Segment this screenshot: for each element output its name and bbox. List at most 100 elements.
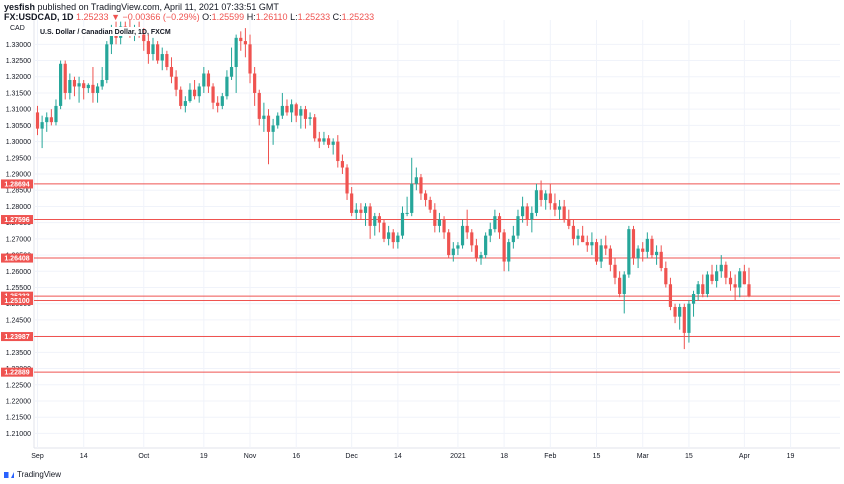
candle-body-down bbox=[49, 117, 53, 123]
level-label: 1.23987 bbox=[4, 334, 29, 341]
candle-body-up bbox=[299, 109, 303, 116]
candle-body-up bbox=[687, 303, 691, 333]
candle-body-down bbox=[382, 222, 386, 239]
candle-body-down bbox=[608, 248, 612, 265]
candle-body-down bbox=[266, 115, 271, 132]
candle-body-down bbox=[724, 264, 728, 278]
candle-body-down bbox=[502, 232, 506, 262]
candle-body-up bbox=[627, 229, 631, 275]
candle-body-up bbox=[331, 141, 335, 145]
candle-body-down bbox=[253, 73, 257, 93]
last-price: 1.25233 bbox=[76, 12, 109, 22]
y-tick-label: 1.28000 bbox=[6, 204, 31, 211]
candle-body-down bbox=[165, 54, 169, 68]
candle-body-down bbox=[581, 235, 585, 243]
candle-body-up bbox=[77, 83, 81, 87]
candle-body-up bbox=[576, 235, 580, 239]
candle-body-up bbox=[387, 232, 391, 239]
candle-body-down bbox=[428, 199, 432, 210]
candle-body-down bbox=[63, 63, 67, 93]
x-tick-label: Sep bbox=[31, 453, 44, 460]
x-tick-label: 19 bbox=[787, 453, 795, 460]
candle-body-down bbox=[474, 245, 478, 259]
candle-body-down bbox=[613, 264, 617, 278]
y-tick-label: 1.25500 bbox=[6, 285, 31, 292]
x-tick-label: Mar bbox=[637, 453, 650, 460]
candle-body-down bbox=[710, 274, 714, 282]
candle-body-up bbox=[202, 73, 206, 87]
candle-body-down bbox=[156, 44, 160, 61]
candle-body-down bbox=[571, 225, 576, 239]
candle-body-down bbox=[340, 161, 345, 168]
x-tick-label: 15 bbox=[685, 453, 693, 460]
candle-body-up bbox=[354, 209, 358, 213]
candle-body-down bbox=[650, 238, 654, 256]
x-tick-label: Nov bbox=[244, 453, 257, 460]
candle-body-down bbox=[585, 242, 589, 246]
level-label-box bbox=[1, 253, 33, 263]
candle-body-up bbox=[654, 251, 659, 256]
currency-unit-label: CAD bbox=[10, 25, 25, 32]
candle-body-down bbox=[728, 277, 733, 285]
y-tick-label: 1.32500 bbox=[6, 58, 31, 65]
candle-body-down bbox=[359, 209, 363, 213]
candle-body-up bbox=[479, 255, 483, 259]
candle-body-up bbox=[696, 284, 700, 294]
candle-body-up bbox=[534, 190, 539, 213]
time-axis: Sep 14 Oct 19 Nov 16 Dec 14 2021 18 Feb 15 Mar 15 Apr 1… bbox=[31, 453, 794, 460]
candle-body-down bbox=[470, 232, 474, 246]
footer-brand[interactable]: TradingView bbox=[4, 470, 61, 479]
author-name[interactable]: yesfish bbox=[4, 2, 36, 12]
candle-body-up bbox=[460, 225, 465, 246]
candle-body-down bbox=[350, 193, 354, 213]
candle-body-up bbox=[493, 216, 497, 230]
candle-body-up bbox=[234, 37, 238, 68]
candles-series bbox=[35, 20, 751, 350]
candle-body-down bbox=[548, 193, 552, 204]
chart-title: U.S. Dollar / Canadian Dollar, 1D, FXCM bbox=[40, 29, 171, 36]
level-label: 1.26408 bbox=[4, 256, 29, 263]
candle-body-down bbox=[239, 37, 243, 42]
candle-body-down bbox=[326, 138, 331, 145]
level-label-box bbox=[1, 367, 33, 377]
candle-body-down bbox=[539, 190, 543, 200]
candle-body-down bbox=[594, 242, 599, 262]
candle-body-up bbox=[160, 54, 164, 61]
candle-body-down bbox=[682, 306, 686, 333]
high-value: 1.26110 bbox=[255, 12, 288, 22]
open-label: O: bbox=[202, 12, 212, 22]
candle-body-down bbox=[216, 102, 220, 106]
x-tick-label: 14 bbox=[80, 453, 88, 460]
y-tick-label: 1.31500 bbox=[6, 90, 31, 97]
candle-body-down bbox=[497, 216, 502, 233]
candle-body-up bbox=[645, 238, 649, 252]
candle-body-down bbox=[419, 177, 423, 194]
candle-body-down bbox=[391, 232, 395, 243]
chart-title-backdrop bbox=[38, 27, 142, 36]
x-tick-label: 19 bbox=[200, 453, 208, 460]
brand-name: TradingView bbox=[17, 470, 62, 479]
level-label: 1.28694 bbox=[4, 181, 29, 188]
x-tick-label: 14 bbox=[394, 453, 402, 460]
symbol-name: FX:USDCAD, 1D bbox=[4, 12, 74, 22]
candle-body-down bbox=[285, 105, 289, 113]
candle-body-up bbox=[636, 248, 640, 259]
candle-body-up bbox=[280, 105, 284, 116]
candle-body-down bbox=[192, 89, 197, 97]
candle-body-up bbox=[410, 183, 414, 213]
candle-body-up bbox=[183, 101, 187, 106]
candle-body-up bbox=[373, 216, 377, 226]
candle-body-up bbox=[86, 84, 90, 89]
y-tick-label: 1.22500 bbox=[6, 382, 31, 389]
y-tick-label: 1.28500 bbox=[6, 188, 31, 195]
candle-body-down bbox=[465, 225, 469, 233]
level-price-labels: 1.286941.275961.264081.252331.251001.239… bbox=[1, 179, 33, 377]
candle-body-down bbox=[91, 84, 95, 93]
y-tick-label: 1.29000 bbox=[6, 172, 31, 179]
candle-body-up bbox=[271, 125, 275, 132]
candle-body-up bbox=[719, 264, 723, 272]
candle-body-down bbox=[604, 245, 608, 249]
candle-body-up bbox=[437, 219, 442, 226]
candle-body-up bbox=[59, 63, 63, 106]
